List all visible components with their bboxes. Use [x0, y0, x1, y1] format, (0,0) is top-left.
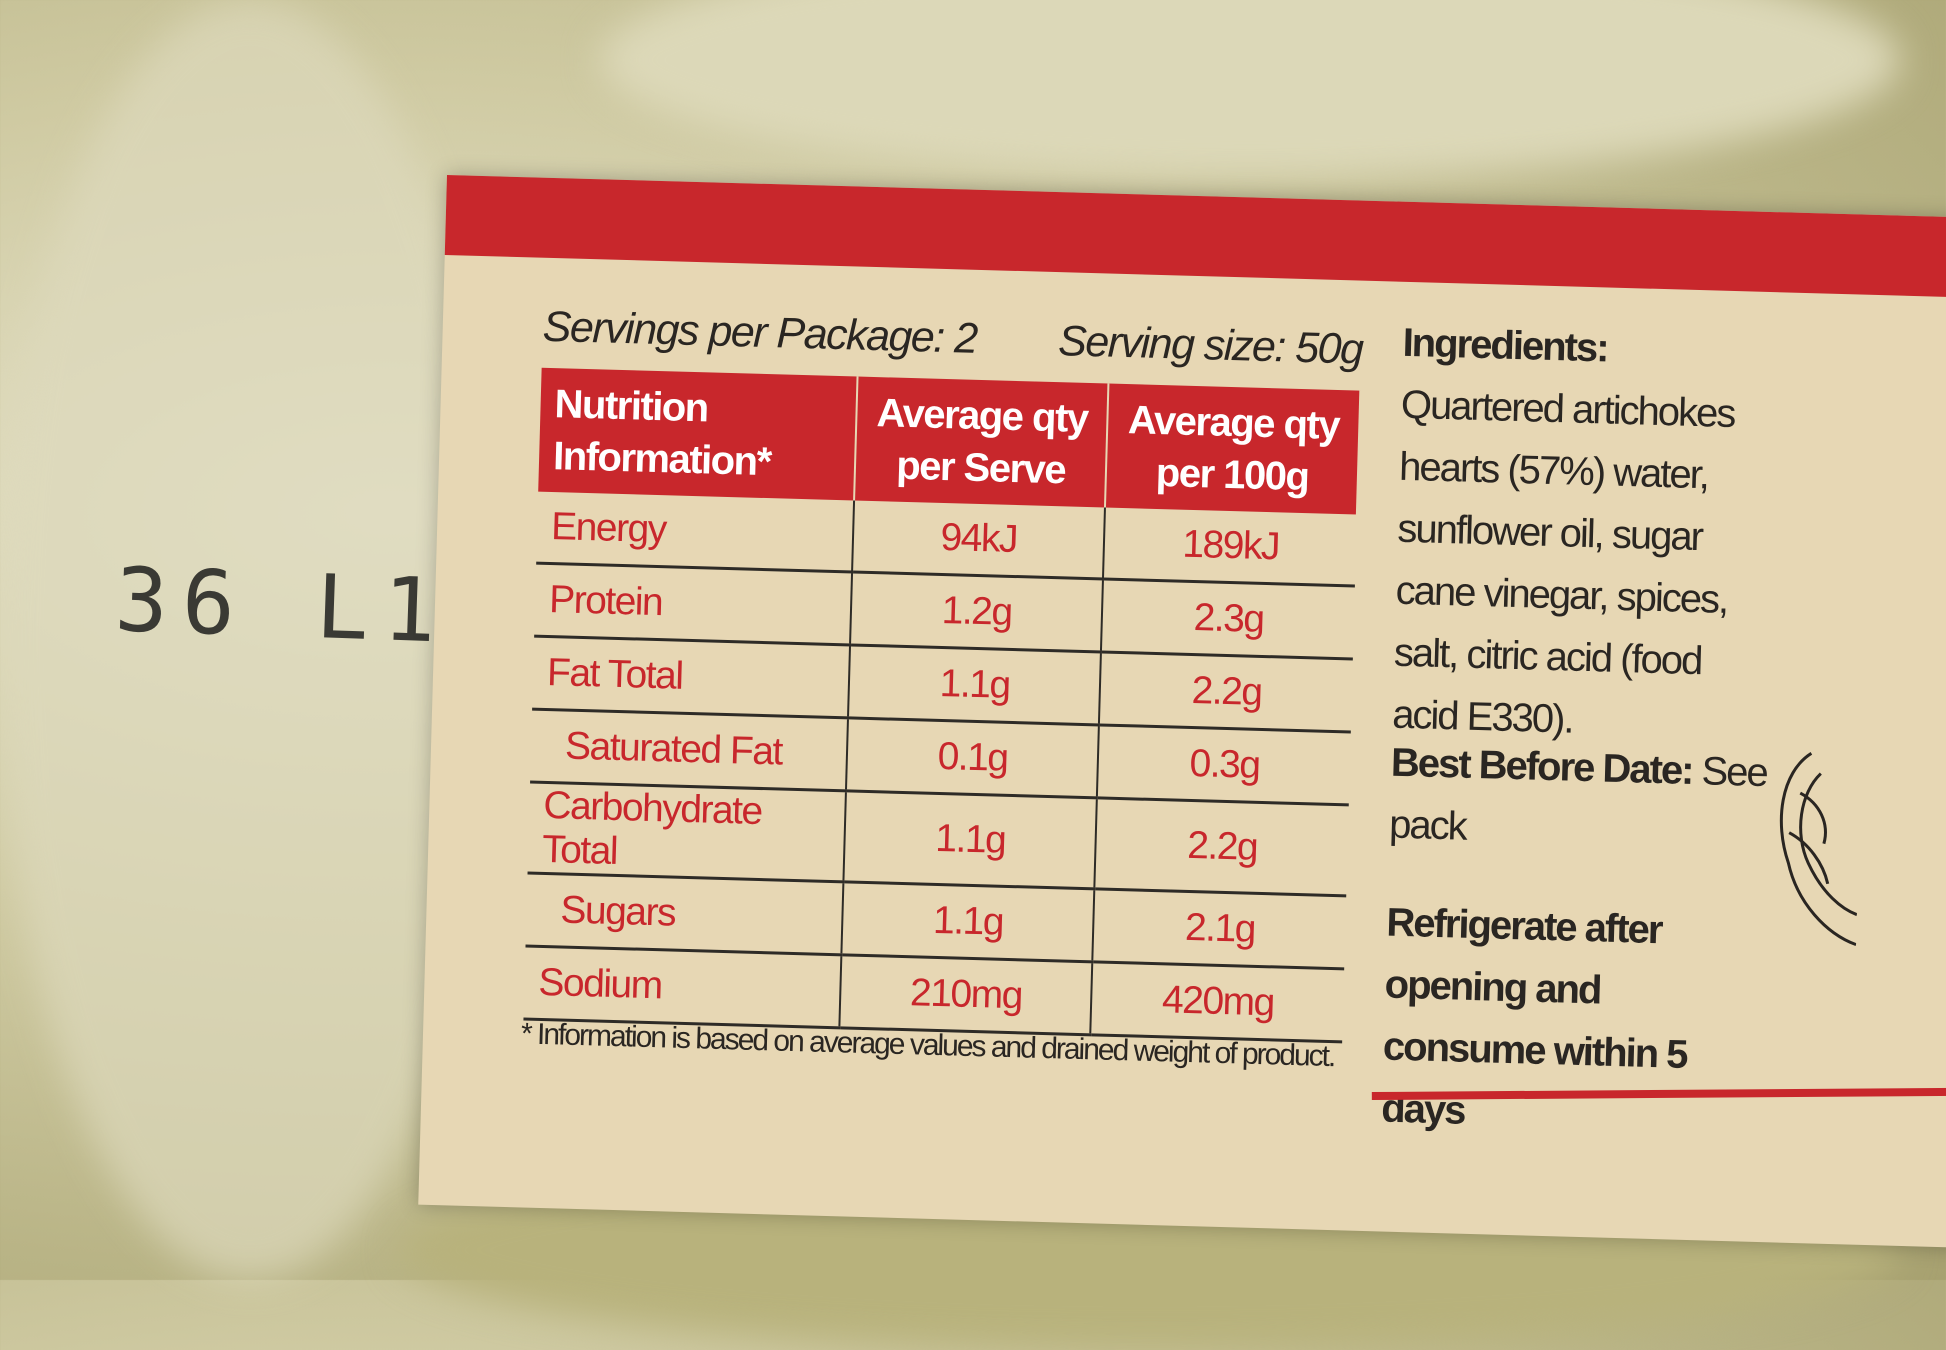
per-serve-value: 1.1g — [843, 790, 1098, 889]
nutrient-name: Energy — [536, 491, 854, 572]
per-100g-value: 189kJ — [1103, 507, 1357, 587]
label-red-band — [444, 175, 1946, 299]
nutrition-table: Nutrition Information* Average qty per S… — [523, 367, 1361, 1044]
jar-contents-top — [600, 0, 1900, 180]
nutrient-name: Carbohydrate Total — [527, 782, 846, 882]
ingredients: Ingredients: Quartered artichokes hearts… — [1391, 312, 1763, 756]
nutrition-label: Servings per Package: 2 Serving size: 50… — [418, 175, 1946, 1249]
serving-info: Servings per Package: 2 Serving size: 50… — [542, 303, 1363, 375]
nutrient-name: Sodium — [523, 945, 842, 1028]
nutrient-name: Protein — [534, 563, 852, 645]
serving-size: Serving size: 50g — [1057, 317, 1364, 374]
per-100g-value: 2.2g — [1094, 797, 1349, 896]
per-serve-value: 1.1g — [847, 644, 1102, 725]
nutrient-name: Sugars — [525, 873, 844, 955]
ingredients-text: Quartered artichokes hearts (57%) water,… — [1391, 382, 1735, 742]
per-serve-value: 210mg — [839, 954, 1093, 1035]
header-nutrition-information: Nutrition Information* — [538, 367, 858, 501]
best-before-label: Best Before Date: — [1390, 740, 1694, 794]
per-100g-value: 2.3g — [1101, 578, 1355, 659]
artichoke-illustration-icon — [1779, 752, 1858, 947]
per-100g-value: 0.3g — [1097, 724, 1351, 805]
header-per-100g: Average qty per 100g — [1105, 383, 1361, 515]
storage-instructions: Refrigerate after opening and consume wi… — [1380, 900, 1688, 1133]
ingredients-label: Ingredients: — [1402, 320, 1609, 371]
per-100g-value: 420mg — [1090, 961, 1345, 1042]
per-serve-value: 0.1g — [845, 717, 1100, 798]
per-100g-value: 2.2g — [1099, 651, 1353, 732]
per-serve-value: 94kJ — [851, 500, 1106, 579]
header-per-serve: Average qty per Serve — [853, 376, 1109, 508]
servings-per-package: Servings per Package: 2 — [542, 302, 978, 363]
per-serve-value: 1.1g — [841, 881, 1095, 962]
jar-contents — [0, 0, 500, 1280]
per-serve-value: 1.2g — [849, 571, 1104, 652]
nutrient-name: Fat Total — [532, 636, 850, 718]
best-before: Best Before Date: See pack — [1388, 732, 1811, 868]
per-100g-value: 2.1g — [1092, 888, 1347, 969]
nutrient-name: Saturated Fat — [530, 709, 848, 791]
